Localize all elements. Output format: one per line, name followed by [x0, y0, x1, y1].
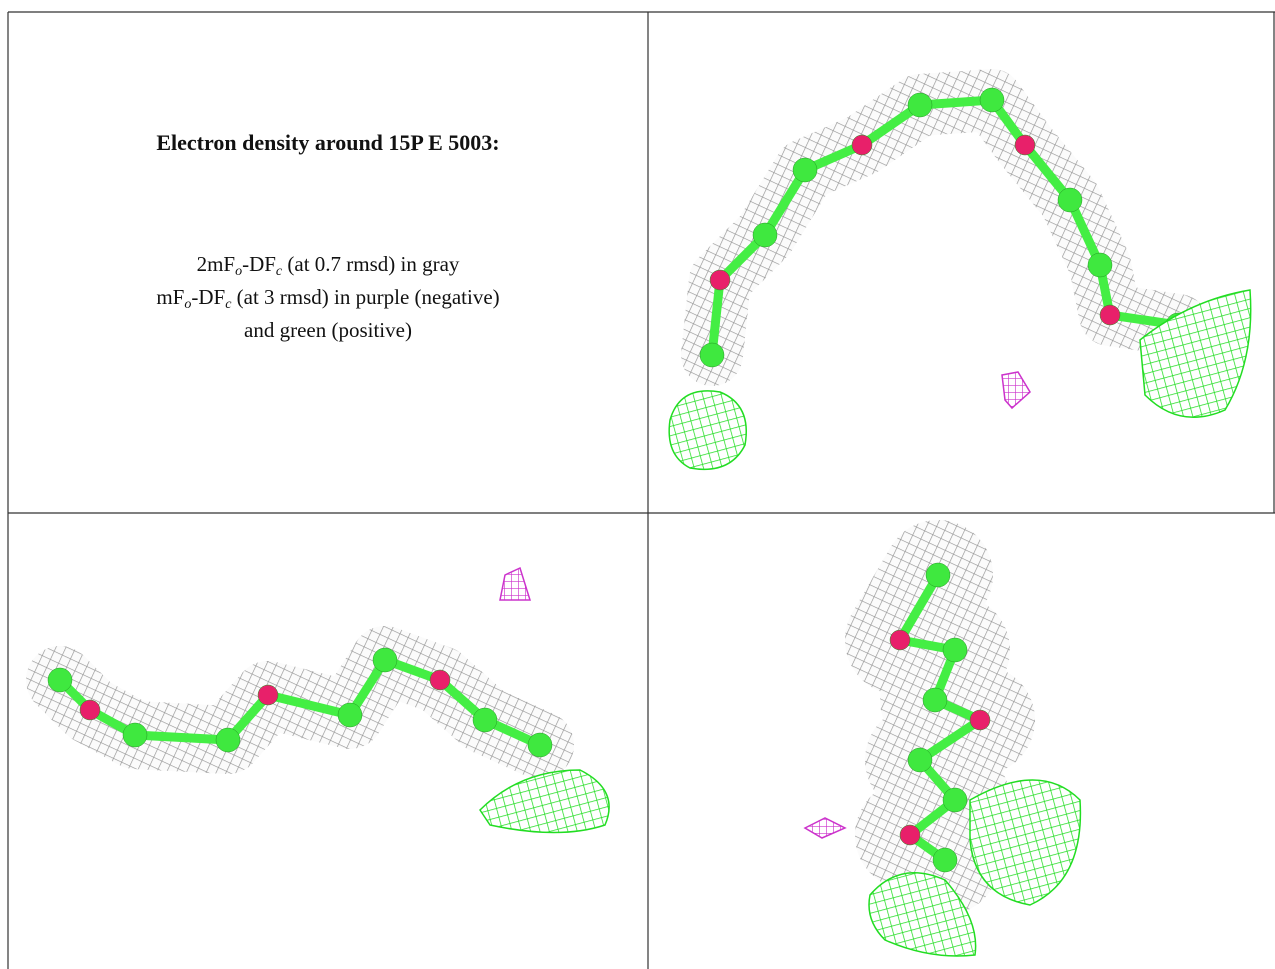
atom: [1058, 188, 1082, 212]
atom: [123, 723, 147, 747]
atom: [216, 728, 240, 752]
atom: [528, 733, 552, 757]
negative-density: [500, 568, 530, 600]
atom: [373, 648, 397, 672]
atom: [793, 158, 817, 182]
caption-text: -DF: [191, 285, 225, 309]
atom: [48, 668, 72, 692]
atom: [338, 703, 362, 727]
atom: [900, 825, 920, 845]
atom: [430, 670, 450, 690]
atom: [700, 343, 724, 367]
atom: [933, 848, 957, 872]
atom: [710, 270, 730, 290]
caption-text: and green (positive): [244, 318, 412, 342]
atom: [80, 700, 100, 720]
caption-line: and green (positive): [8, 314, 648, 347]
positive-density: [669, 391, 746, 469]
negative-density: [805, 818, 845, 838]
caption-text: -DF: [242, 252, 276, 276]
caption-text: (at 3 rmsd) in purple (negative): [231, 285, 499, 309]
caption-title: Electron density around 15P E 5003:: [8, 130, 648, 156]
caption-text: 2mF: [197, 252, 236, 276]
atom: [908, 748, 932, 772]
caption-line: 2mFo-DFc (at 0.7 rmsd) in gray: [8, 248, 648, 281]
atom: [1015, 135, 1035, 155]
caption-line: mFo-DFc (at 3 rmsd) in purple (negative): [8, 281, 648, 314]
atom: [852, 135, 872, 155]
atom: [890, 630, 910, 650]
atom: [753, 223, 777, 247]
atom: [970, 710, 990, 730]
caption-cell: Electron density around 15P E 5003: 2mFo…: [8, 12, 648, 513]
atom: [258, 685, 278, 705]
caption-text: (at 0.7 rmsd) in gray: [282, 252, 459, 276]
atom: [908, 93, 932, 117]
atom: [943, 638, 967, 662]
atom: [943, 788, 967, 812]
positive-density: [480, 770, 609, 833]
atom: [980, 88, 1004, 112]
negative-density: [1002, 372, 1030, 408]
atom: [1088, 253, 1112, 277]
caption-text: mF: [156, 285, 184, 309]
figure-page: Electron density around 15P E 5003: 2mFo…: [0, 0, 1275, 969]
atom: [1100, 305, 1120, 325]
atom: [923, 688, 947, 712]
atom: [926, 563, 950, 587]
atom: [473, 708, 497, 732]
